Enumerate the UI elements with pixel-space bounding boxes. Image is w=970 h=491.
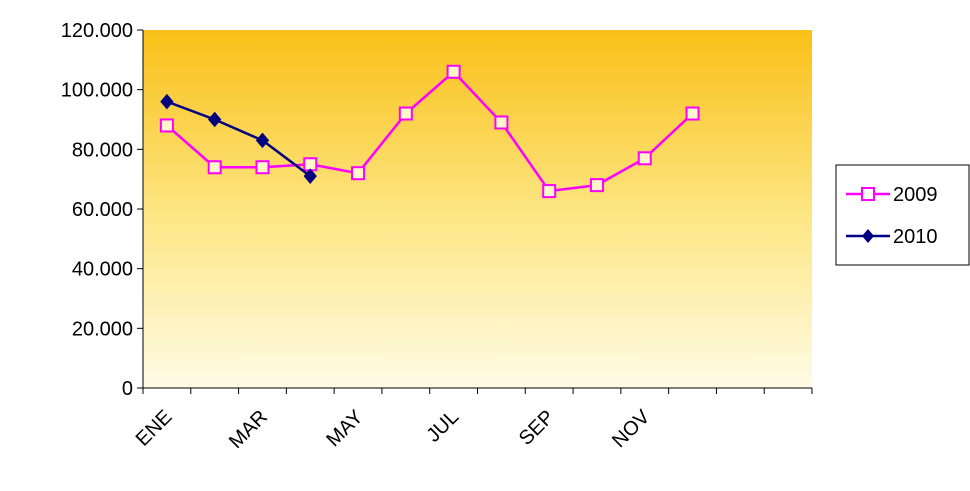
point-marker: [255, 160, 270, 175]
y-tick-label: 120.000: [61, 20, 133, 42]
x-tick-label: SEP: [515, 406, 559, 450]
point-marker: [351, 166, 366, 181]
plot-area: [143, 30, 812, 388]
point-marker: [159, 118, 174, 133]
legend-marker: [861, 187, 875, 201]
x-tick-label: NOV: [608, 406, 655, 453]
legend-box: [835, 164, 970, 266]
legend-marker: [862, 229, 874, 243]
legend-label: 2009: [893, 184, 938, 206]
point-marker: [446, 64, 461, 79]
point-marker: [398, 106, 413, 121]
x-tick-label: ENE: [132, 406, 177, 451]
series-line: [166, 70, 694, 193]
x-tick-label: JUL: [422, 406, 463, 447]
y-tick-label: 40.000: [72, 259, 133, 281]
y-tick-label: 100.000: [61, 80, 133, 102]
y-tick-label: 0: [122, 378, 133, 400]
point-marker: [303, 168, 317, 184]
y-tick-label: 80.000: [72, 139, 133, 161]
point-marker: [208, 111, 222, 128]
y-tick-label: 20.000: [72, 318, 133, 340]
y-tick-label: 60.000: [72, 199, 133, 221]
point-marker: [542, 184, 557, 199]
point-marker: [685, 106, 700, 121]
point-marker: [160, 93, 174, 110]
point-marker: [494, 115, 509, 130]
point-marker: [255, 132, 270, 149]
x-tick-label: MAY: [322, 406, 367, 451]
x-tick-label: MAR: [225, 406, 272, 453]
series-line: [166, 100, 311, 178]
point-marker: [207, 160, 222, 175]
legend-label: 2010: [893, 226, 938, 248]
point-marker: [637, 151, 652, 166]
legend: 2009 2010: [835, 164, 970, 266]
point-marker: [589, 178, 604, 193]
